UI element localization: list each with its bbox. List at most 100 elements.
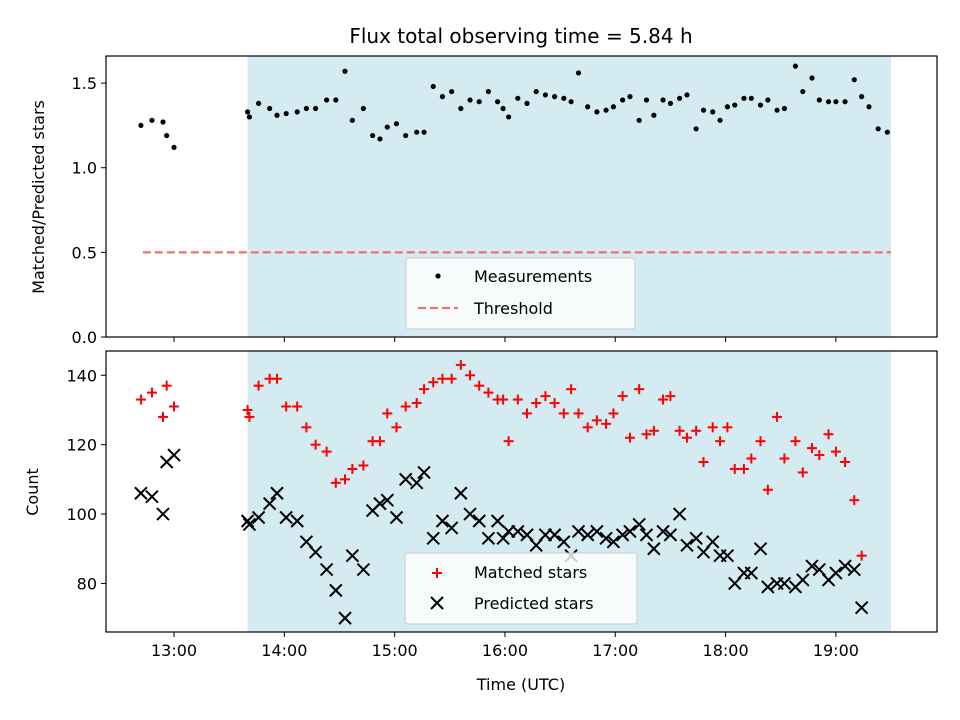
predicted-star-point <box>557 535 571 549</box>
predicted-star-point <box>580 528 595 542</box>
predicted-star-point <box>308 545 323 559</box>
measurement-point <box>627 94 633 100</box>
matched-star-point <box>169 401 180 412</box>
predicted-star-point <box>663 528 678 542</box>
predicted-star-point <box>435 514 450 528</box>
measurement-point <box>244 109 251 115</box>
matched-star-point <box>641 429 652 440</box>
matched-star-point <box>830 446 841 457</box>
matched-star-point <box>856 550 867 561</box>
predicted-star-point <box>615 528 630 542</box>
measurement-point <box>710 109 716 115</box>
matched-star-point <box>608 408 619 419</box>
measurement-point <box>800 88 806 95</box>
legend-matched-label: Matched stars <box>474 563 587 582</box>
predicted-star-point <box>490 514 505 528</box>
bottom-ytick-label: 140 <box>66 366 97 385</box>
predicted-star-point <box>417 465 431 480</box>
predicted-star-point <box>647 542 661 556</box>
measurement-point <box>476 99 482 105</box>
measurement-point <box>360 105 366 112</box>
matched-star-point <box>321 446 332 457</box>
measurement-point <box>485 88 492 95</box>
predicted-star-point <box>345 548 360 563</box>
top-ytick-label: 0.5 <box>72 243 97 262</box>
measurement-point <box>724 104 731 110</box>
matched-star-point <box>755 436 766 447</box>
matched-star-point <box>729 463 740 474</box>
predicted-star-point <box>389 510 404 525</box>
predicted-star-point <box>511 524 525 539</box>
measurement-point <box>342 68 348 74</box>
predicted-star-point <box>279 510 293 525</box>
top-ytick-label: 0.0 <box>72 328 97 347</box>
measurement-point <box>369 132 376 139</box>
measurement-point <box>643 97 650 103</box>
measurement-point <box>349 117 355 123</box>
measurement-point <box>294 109 300 115</box>
predicted-star-point <box>338 611 352 625</box>
matched-star-point <box>301 422 312 433</box>
predicted-star-point <box>744 566 759 580</box>
predicted-star-point <box>481 531 496 546</box>
legend-measurements-marker <box>435 273 441 279</box>
measurement-point <box>160 119 166 125</box>
bottom-ytick-label: 80 <box>77 574 97 593</box>
top-ytick-label: 1.0 <box>72 159 97 178</box>
predicted-star-point <box>606 535 621 549</box>
measurement-point <box>377 136 383 142</box>
measurement-point <box>430 83 436 90</box>
matched-star-point <box>244 411 255 422</box>
predicted-star-point <box>547 528 562 542</box>
matched-star-point <box>722 422 733 433</box>
matched-star-point <box>738 463 749 474</box>
measurement-point <box>757 102 764 108</box>
predicted-star-point <box>409 476 424 490</box>
legend-threshold-label: Threshold <box>473 299 553 318</box>
matched-star-point <box>582 422 593 433</box>
measurement-point <box>620 97 626 103</box>
matched-star-point <box>558 408 569 419</box>
measurement-point <box>594 109 600 115</box>
matched-star-point <box>707 422 718 433</box>
measurement-point <box>524 100 530 106</box>
predicted-star-point <box>854 601 869 615</box>
matched-star-point <box>391 422 402 433</box>
matched-star-point <box>437 373 448 384</box>
measurement-point <box>765 97 771 103</box>
measurement-point <box>246 114 253 120</box>
matched-star-point <box>465 370 476 381</box>
matched-star-point <box>540 391 551 402</box>
measurement-point <box>667 100 674 106</box>
measurement-point <box>568 99 574 105</box>
measurement-point <box>603 107 609 113</box>
measurement-point <box>506 114 512 120</box>
measurement-point <box>421 129 427 135</box>
bottom-legend: Matched stars Predicted stars <box>404 552 638 625</box>
measurement-point <box>561 95 567 101</box>
matched-star-point <box>340 474 351 485</box>
matched-star-point <box>146 387 157 398</box>
matched-star-point <box>715 436 726 447</box>
measurement-point <box>693 126 699 132</box>
measurement-point <box>171 144 177 151</box>
matched-star-point <box>483 387 494 398</box>
measurement-point <box>515 95 521 101</box>
predicted-star-point <box>829 566 843 580</box>
measurement-point <box>324 97 330 103</box>
bottom-y-axis-label: Count <box>23 468 42 516</box>
chart-title: Flux total observing time = 5.84 h <box>349 24 692 48</box>
matched-star-point <box>674 425 685 436</box>
matched-star-point <box>681 432 692 443</box>
predicted-star-point <box>720 548 735 563</box>
predicted-star-point <box>639 528 654 542</box>
measurement-point <box>651 112 657 118</box>
matched-star-point <box>806 443 817 454</box>
matched-star-point <box>549 398 560 409</box>
bottom-plot-frame <box>105 350 938 633</box>
measurement-point <box>403 132 409 139</box>
measurement-point <box>303 105 309 112</box>
predicted-star-point <box>796 573 810 587</box>
predicted-star-point <box>454 486 468 500</box>
